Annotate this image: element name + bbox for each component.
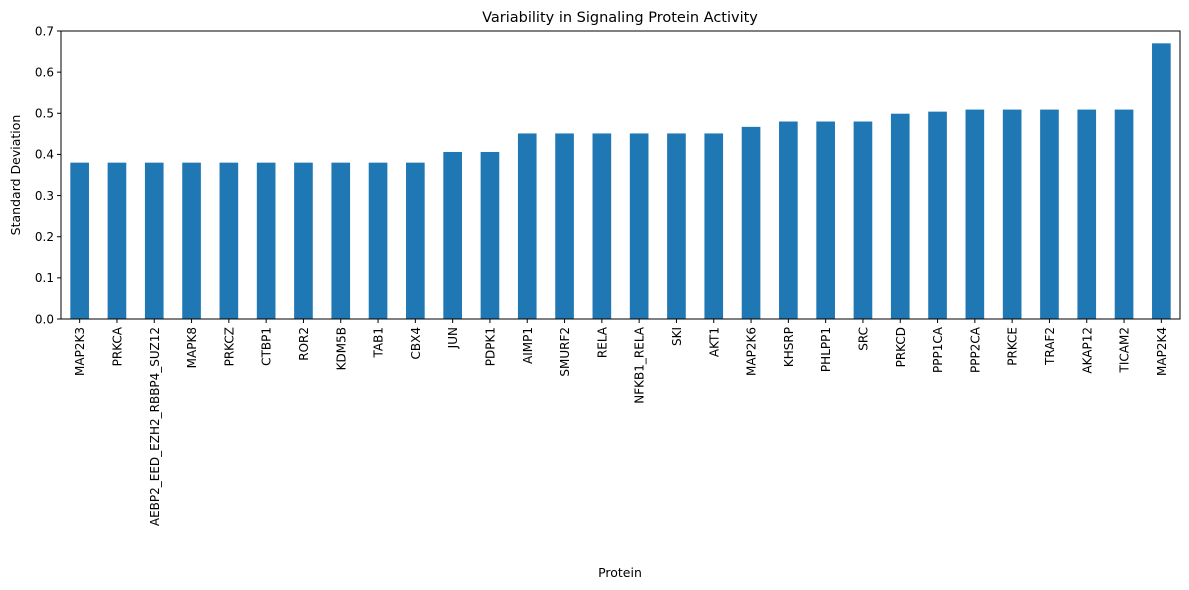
y-tick-label: 0.2: [35, 230, 54, 244]
bar-prkcz: [219, 162, 239, 319]
bar-ror2: [294, 162, 313, 319]
bar-smurf2: [555, 133, 574, 319]
x-tick-label: PPP1CA: [931, 326, 945, 373]
bar-jun: [443, 151, 462, 319]
y-tick-label: 0.7: [35, 24, 54, 38]
bar-map2k3: [70, 162, 89, 319]
x-tick-label: PRKCZ: [222, 327, 236, 366]
bar-nfkb1_rela: [629, 133, 649, 319]
x-tick-label: PPP2CA: [968, 326, 982, 373]
x-tick-label: AKT1: [707, 327, 721, 357]
x-tick-label: MAP2K3: [73, 327, 87, 376]
x-tick-label: SRC: [856, 327, 870, 351]
x-tick-label: PRKCA: [110, 326, 124, 366]
x-tick-label: AKAP12: [1080, 327, 1094, 374]
x-tick-label: MAPK8: [185, 327, 199, 368]
bar-aimp1: [517, 133, 537, 319]
x-tick-label: PRKCD: [894, 327, 908, 367]
x-tick-label: MAP2K6: [745, 327, 759, 376]
bar-cbx4: [406, 162, 425, 319]
bar-akap12: [1077, 109, 1097, 319]
y-axis-label: Standard Deviation: [8, 115, 23, 236]
bar-rela: [592, 133, 612, 319]
x-tick-label: RELA: [595, 326, 609, 358]
y-tick-label: 0.1: [35, 271, 54, 285]
x-tick-label: TRAF2: [1043, 327, 1057, 366]
bar-src: [853, 121, 873, 319]
bar-ppp2ca: [965, 109, 985, 319]
y-tick-label: 0.6: [35, 65, 54, 79]
x-tick-label: SMURF2: [558, 327, 572, 377]
x-tick-label: KDM5B: [334, 327, 348, 370]
bar-phlpp1: [816, 121, 835, 319]
bars-group: [70, 43, 1171, 319]
x-tick-label: JUN: [446, 327, 460, 349]
x-tick-label: AEBP2_EED_EZH2_RBBP4_SUZ12: [148, 327, 162, 526]
x-tick-label: NFKB1_RELA: [633, 326, 647, 403]
x-tick-label: AIMP1: [521, 327, 535, 364]
y-tick-label: 0.3: [35, 189, 54, 203]
x-tick-label: SKI: [670, 327, 684, 346]
y-tick-label: 0.0: [35, 312, 54, 326]
bar-map2k6: [741, 126, 761, 319]
bar-khsrp: [779, 121, 798, 319]
x-axis-ticks: MAP2K3 PRKCA AEBP2_EED_EZH2_RBBP4_SUZ12 MAP…: [73, 319, 1169, 526]
bar-mapk8: [182, 162, 201, 319]
x-tick-label: KHSRP: [782, 327, 796, 367]
bar-prkcd: [890, 113, 910, 319]
bar-prkce: [1002, 109, 1022, 319]
bar-aebp2_eed_ezh2_rbbp4_suz12: [144, 162, 164, 319]
bar-ski: [667, 133, 686, 319]
x-tick-label: MAP2K4: [1155, 327, 1169, 376]
bar-ppp1ca: [928, 111, 947, 319]
chart-title: Variability in Signaling Protein Activit…: [482, 10, 758, 26]
bar-pdpk1: [480, 151, 500, 319]
x-tick-label: TICAM2: [1118, 327, 1132, 373]
x-tick-label: PDPK1: [483, 327, 497, 366]
x-axis-label: Protein: [598, 565, 642, 580]
x-tick-label: CBX4: [409, 327, 423, 359]
x-tick-label: CTBP1: [260, 327, 274, 366]
y-tick-label: 0.4: [35, 148, 54, 162]
x-tick-label: PRKCE: [1006, 327, 1020, 366]
bar-tab1: [368, 162, 388, 319]
bar-akt1: [704, 133, 724, 319]
bar-ctbp1: [256, 162, 276, 319]
bar-kdm5b: [331, 162, 351, 319]
plot-frame: [60, 30, 1181, 320]
x-tick-label: ROR2: [297, 327, 311, 361]
bar-traf2: [1040, 109, 1059, 319]
x-tick-label: PHLPP1: [819, 327, 833, 372]
bar-ticam2: [1114, 109, 1134, 319]
y-axis-ticks: 0.0 0.1 0.2 0.3 0.4 0.5 0.6 0.7: [35, 24, 61, 326]
bar-map2k4: [1152, 43, 1171, 319]
bar-prkca: [107, 162, 127, 319]
y-tick-label: 0.5: [35, 107, 54, 121]
x-tick-label: TAB1: [372, 327, 386, 358]
